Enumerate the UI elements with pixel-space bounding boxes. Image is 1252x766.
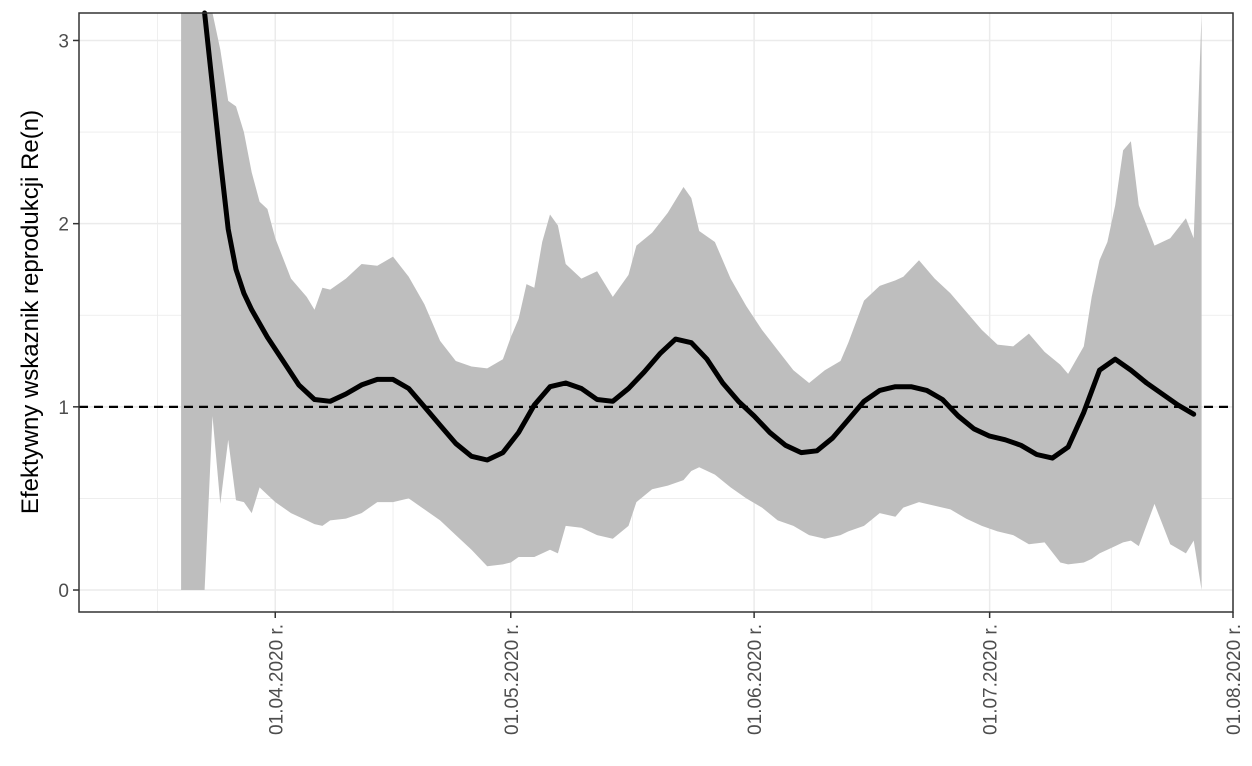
y-tick-label: 0 <box>58 581 69 602</box>
x-tick-label: 01.08.2020 r. <box>1224 624 1245 735</box>
y-tick-label: 3 <box>58 31 69 52</box>
y-tick-label: 2 <box>58 215 69 236</box>
x-tick-label: 01.05.2020 r. <box>502 624 523 735</box>
re-estimate-line <box>202 10 1197 463</box>
x-axis: 01.04.2020 r. 01.05.2020 r. 01.06.2020 r. 0… <box>266 612 1245 735</box>
y-axis: 0 1 2 3 <box>58 31 79 602</box>
x-tick-label: 01.04.2020 r. <box>266 624 287 735</box>
x-tick-label: 01.07.2020 r. <box>981 624 1002 735</box>
y-tick-label: 1 <box>58 398 69 419</box>
y-axis-title: Efektywny wskaznik reprodukcji Re(n) <box>17 110 44 514</box>
x-tick-label: 01.06.2020 r. <box>745 624 766 735</box>
panel-border <box>78 12 1234 613</box>
confidence-ribbon <box>181 13 1202 590</box>
